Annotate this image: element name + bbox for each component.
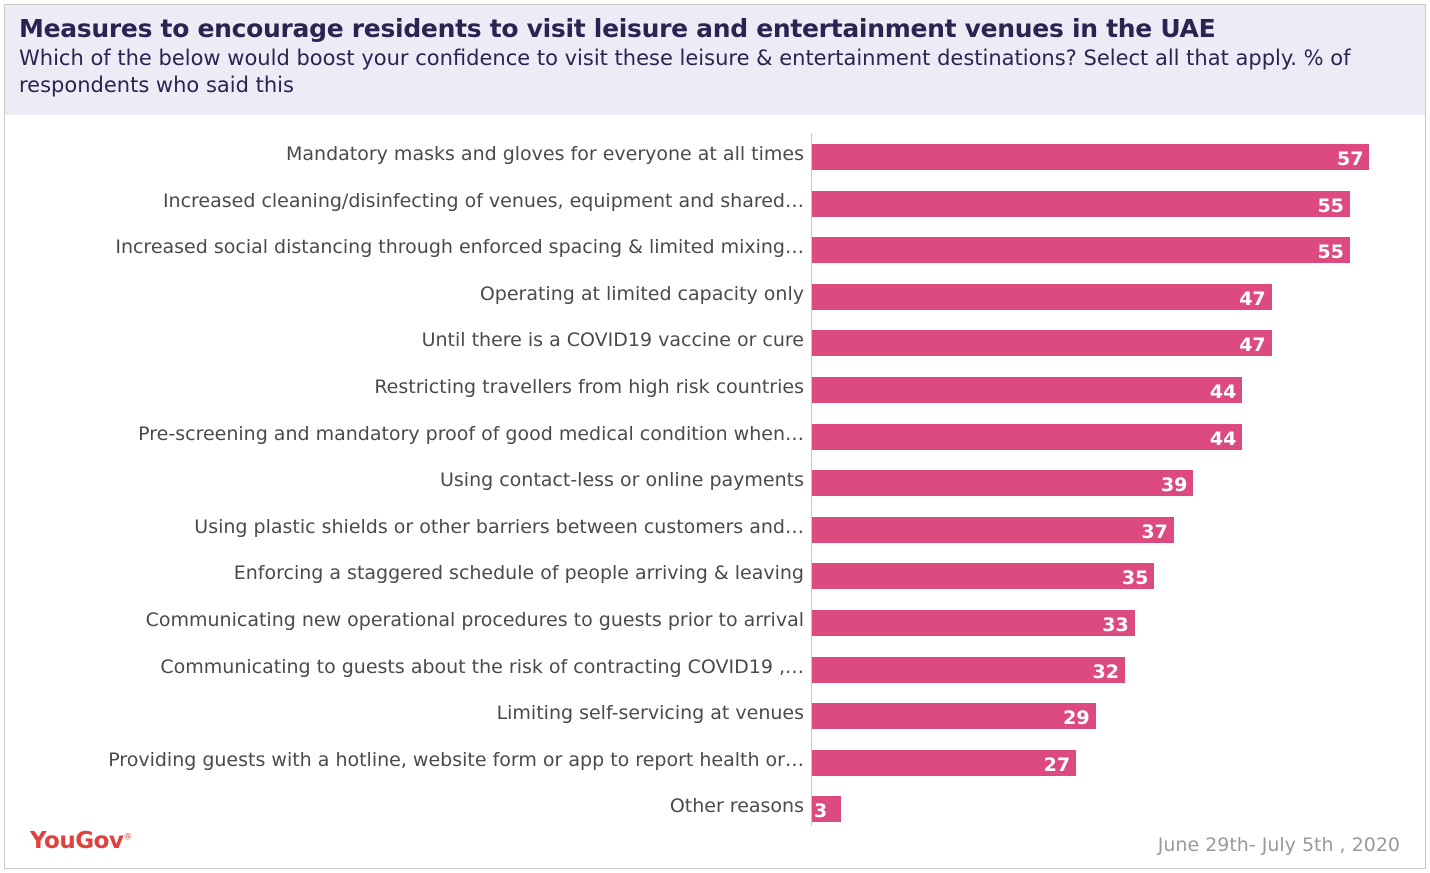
bar-value-label: 47 [1239,334,1266,357]
survey-date: June 29th- July 5th , 2020 [1157,834,1400,856]
bar [812,703,1096,730]
category-label: Increased social distancing through enfo… [115,236,804,259]
bar [812,563,1155,590]
category-label: Communicating to guests about the risk o… [160,655,804,678]
bar-value-label: 32 [1092,660,1119,683]
chart-subtitle: Which of the below would boost your conf… [19,46,1351,97]
category-label: Until there is a COVID19 vaccine or cure [421,329,804,352]
category-label: Restricting travellers from high risk co… [374,376,804,398]
yougov-logo: YouGov® [30,828,132,854]
bar [812,749,1077,776]
bar [812,656,1125,683]
bar-value-label: 55 [1317,241,1344,264]
category-label: Operating at limited capacity only [479,282,804,305]
bar-value-label: 44 [1209,381,1237,403]
bar [812,190,1350,217]
category-label: Pre-screening and mandatory proof of goo… [138,422,804,445]
bar [812,330,1272,357]
chart-header: Measures to encourage residents to visit… [5,5,1425,115]
bar-value-label: 33 [1102,614,1129,636]
category-label: Using contact-less or online payments [440,469,804,492]
category-label: Enforcing a staggered schedule of people… [233,562,804,585]
category-label: Using plastic shields or other barriers … [194,515,804,538]
category-label: Providing guests with a hotline, website… [108,748,804,771]
bar [812,423,1243,450]
bar-value-label: 27 [1043,753,1071,776]
bar-value-label: 3 [814,800,828,823]
bar-value-label: 29 [1063,707,1090,730]
bar [812,796,842,823]
bar [812,470,1194,497]
category-label: Limiting self-servicing at venues [496,702,804,725]
bar [812,283,1272,310]
bar-value-label: 37 [1141,520,1168,543]
bar [812,377,1243,403]
category-label: Increased cleaning/disinfecting of venue… [162,189,804,212]
bar-value-label: 57 [1337,148,1364,170]
chart-title: Measures to encourage residents to visit… [19,14,1216,43]
bar-value-label: 44 [1209,427,1237,450]
category-label: Communicating new operational procedures… [145,609,804,631]
category-label: Mandatory masks and gloves for everyone … [285,143,804,165]
bar-value-label: 47 [1239,287,1266,310]
bar-value-label: 55 [1317,194,1344,217]
bar-value-label: 39 [1160,474,1188,497]
category-axis-line [811,133,812,826]
bar [812,516,1174,543]
category-label: Other reasons [669,795,804,818]
bar [812,610,1135,636]
bar [812,237,1350,264]
bar-value-label: 35 [1121,567,1149,590]
bar [812,144,1370,170]
